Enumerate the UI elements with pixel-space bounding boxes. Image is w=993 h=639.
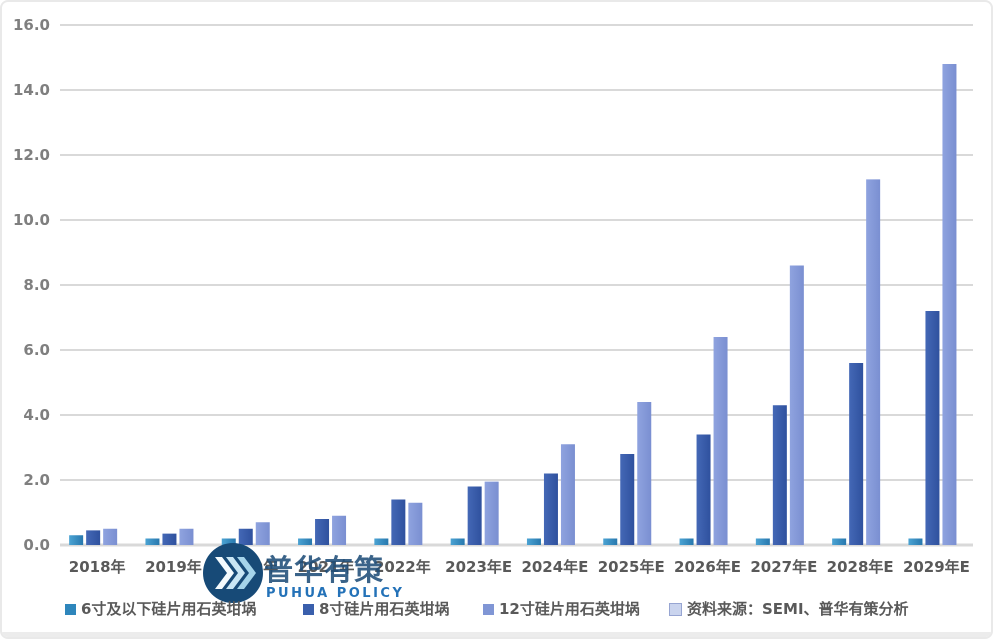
bar-2018年-series3 — [103, 528, 118, 545]
legend-marker-icon — [669, 603, 682, 616]
bar-2019年-series1 — [145, 538, 160, 545]
y-tick-label: 8.0 — [23, 276, 50, 294]
legend-marker-icon — [65, 604, 76, 615]
x-tick-label: 2023年E — [445, 558, 512, 576]
legend-label: 6寸及以下硅片用石英坩埚 — [81, 600, 257, 618]
x-tick-label: 2018年 — [69, 558, 126, 576]
x-tick-label: 2021年 — [298, 558, 355, 576]
y-tick-label: 12.0 — [13, 146, 50, 164]
bar-2020年-series3 — [255, 522, 270, 545]
bar-2021年-series1 — [298, 538, 313, 545]
bar-2029年E-series3 — [942, 64, 957, 545]
bar-2025年E-series2 — [620, 454, 635, 545]
bar-2026年E-series2 — [696, 434, 711, 545]
y-tick-label: 0.0 — [23, 536, 50, 554]
bar-2027年E-series2 — [772, 405, 787, 545]
bottom-edge — [2, 632, 991, 637]
bar-2026年E-series1 — [679, 538, 694, 545]
bar-2022年-series2 — [391, 499, 406, 545]
bar-2022年-series3 — [408, 502, 423, 545]
x-tick-label: 2026年E — [674, 558, 741, 576]
bar-2018年-series1 — [69, 535, 84, 545]
x-tick-label: 2024年E — [521, 558, 588, 576]
bar-2021年-series3 — [332, 515, 347, 545]
bar-2023年E-series2 — [467, 486, 482, 545]
bar-2027年E-series3 — [789, 265, 804, 545]
bar-2019年-series2 — [162, 533, 177, 545]
bar-2024年E-series2 — [543, 473, 558, 545]
y-tick-label: 10.0 — [13, 211, 50, 229]
bar-2028年E-series3 — [866, 179, 881, 545]
x-tick-label: 2028年E — [827, 558, 894, 576]
bar-2024年E-series3 — [560, 444, 575, 545]
legend-item-series1: 6寸及以下硅片用石英坩埚 — [65, 602, 256, 617]
legend-item-series3: 12寸硅片用石英坩埚 — [483, 602, 640, 617]
bar-2023年E-series1 — [450, 538, 465, 545]
x-tick-label: 2025年E — [598, 558, 665, 576]
bar-2025年E-series3 — [637, 402, 652, 545]
legend-marker-icon — [303, 604, 314, 615]
x-tick-label: 2027年E — [750, 558, 817, 576]
bar-2023年E-series3 — [484, 481, 499, 545]
bar-2029年E-series2 — [925, 311, 940, 545]
legend-label: 资料来源：SEMI、普华有策分析 — [687, 600, 909, 618]
bar-2024年E-series1 — [526, 538, 541, 545]
y-tick-label: 14.0 — [13, 81, 50, 99]
chart-legend: 6寸及以下硅片用石英坩埚 8寸硅片用石英坩埚 12寸硅片用石英坩埚 资料来源：SEMI… — [2, 602, 991, 626]
bar-2025年E-series1 — [603, 538, 618, 545]
y-tick-label: 6.0 — [23, 341, 50, 359]
bar-2018年-series2 — [86, 530, 101, 545]
x-tick-label: 2029年E — [903, 558, 970, 576]
bar-2028年E-series1 — [832, 538, 847, 545]
x-tick-label: 2020年 — [221, 558, 278, 576]
legend-label: 8寸硅片用石英坩埚 — [319, 600, 450, 618]
y-tick-label: 2.0 — [23, 471, 50, 489]
y-tick-label: 4.0 — [23, 406, 50, 424]
legend-label: 12寸硅片用石英坩埚 — [499, 600, 640, 618]
bar-2022年-series1 — [374, 538, 389, 545]
bar-2026年E-series3 — [713, 337, 728, 545]
legend-item-series2: 8寸硅片用石英坩埚 — [303, 602, 449, 617]
legend-marker-icon — [483, 604, 494, 615]
x-tick-label: 2022年 — [374, 558, 431, 576]
bar-2020年-series1 — [221, 538, 236, 545]
bar-2028年E-series2 — [849, 363, 864, 545]
bar-2027年E-series1 — [755, 538, 770, 545]
legend-item-source-note: 资料来源：SEMI、普华有策分析 — [669, 602, 909, 617]
bar-2019年-series3 — [179, 528, 194, 545]
y-tick-label: 16.0 — [13, 16, 50, 34]
bar-2029年E-series1 — [908, 538, 923, 545]
bar-2020年-series2 — [238, 528, 253, 545]
bar-2021年-series2 — [315, 519, 330, 545]
x-tick-label: 2019年 — [145, 558, 202, 576]
